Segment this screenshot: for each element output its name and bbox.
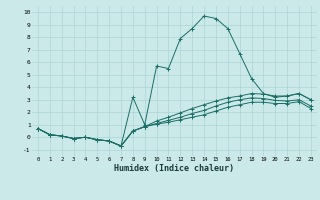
X-axis label: Humidex (Indice chaleur): Humidex (Indice chaleur) [115,164,234,173]
